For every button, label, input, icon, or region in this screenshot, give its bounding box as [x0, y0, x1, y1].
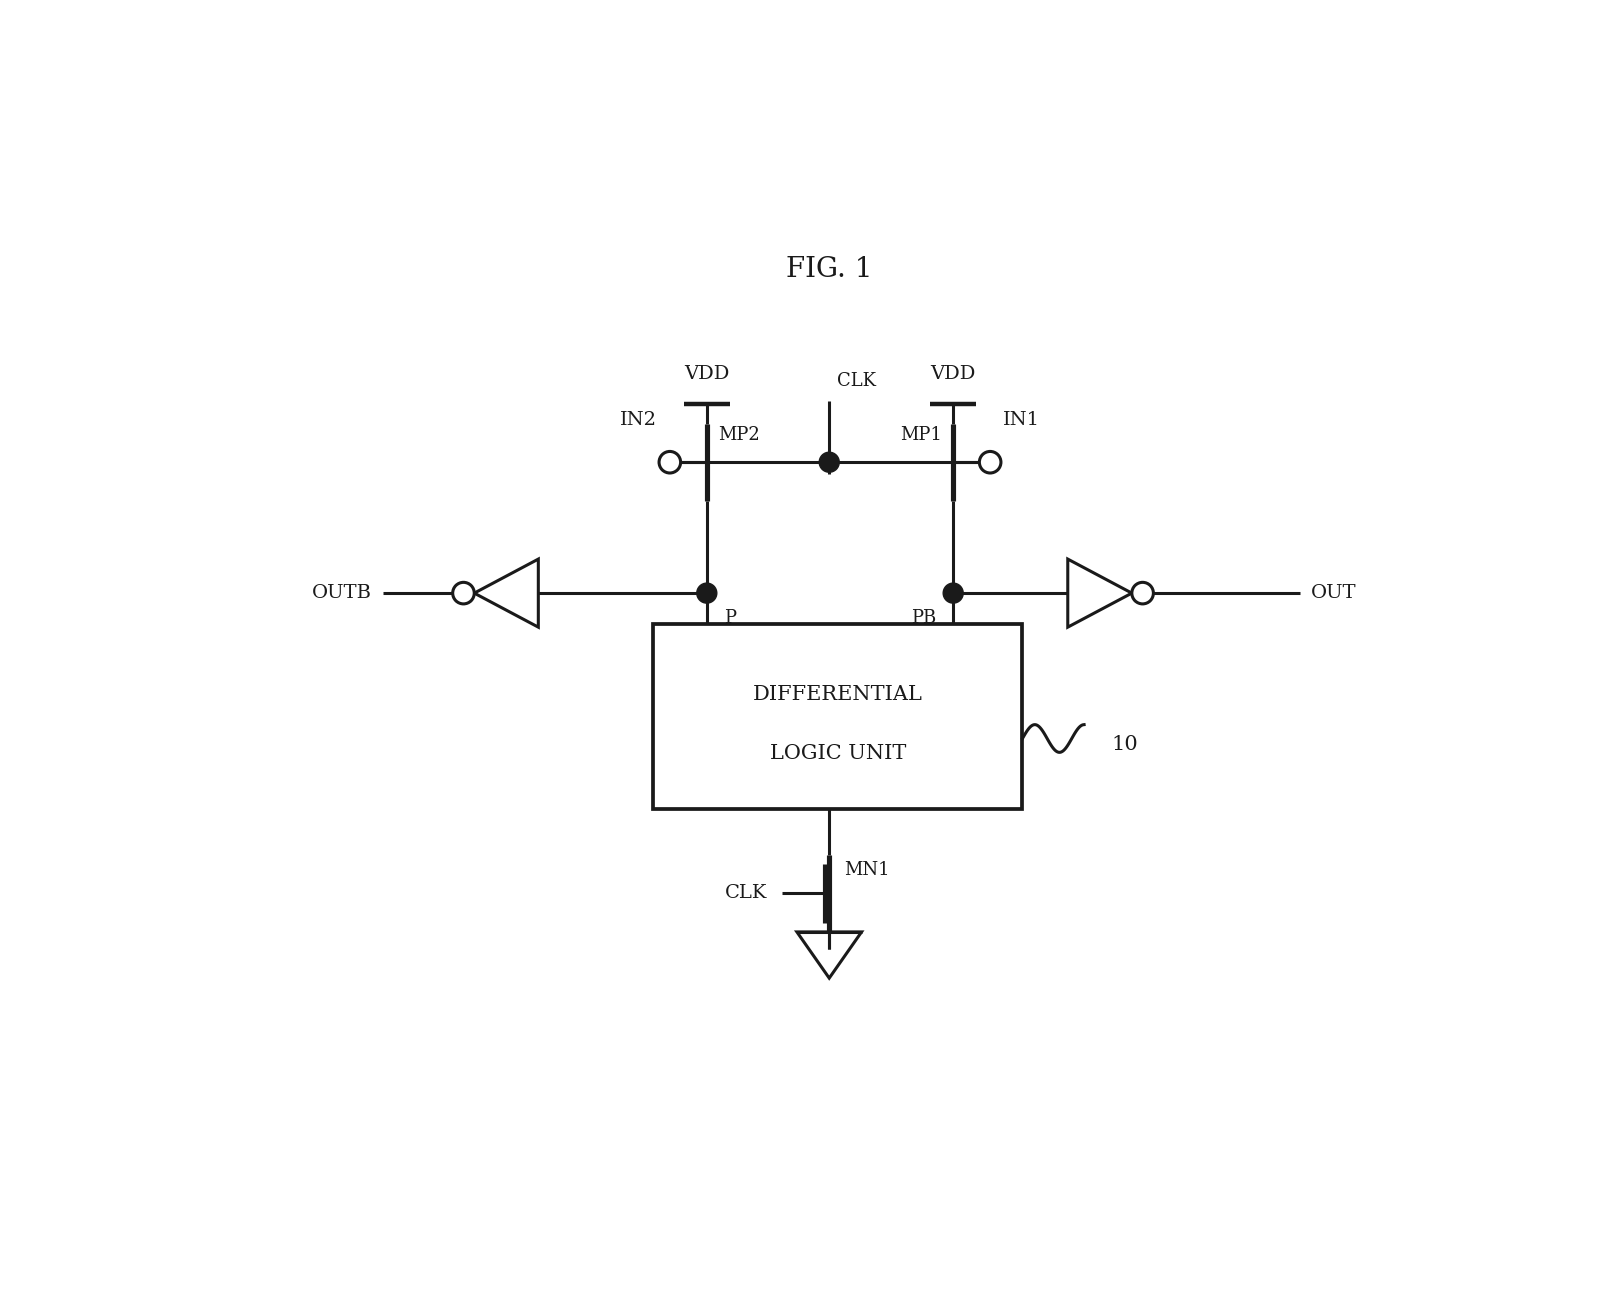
Circle shape [1133, 583, 1154, 604]
Text: P: P [723, 609, 736, 627]
Circle shape [943, 583, 963, 604]
Circle shape [697, 583, 717, 604]
Text: IN2: IN2 [620, 411, 657, 428]
Text: MN1: MN1 [845, 862, 890, 879]
Text: MP2: MP2 [718, 426, 760, 444]
Text: OUT: OUT [1311, 584, 1358, 602]
Text: MP1: MP1 [900, 426, 942, 444]
Text: DIFFERENTIAL: DIFFERENTIAL [752, 684, 922, 704]
Text: VDD: VDD [684, 365, 730, 383]
Text: IN1: IN1 [1003, 411, 1040, 428]
Text: OUTB: OUTB [312, 584, 372, 602]
Bar [654, 624, 1023, 809]
Text: PB: PB [911, 609, 937, 627]
Circle shape [979, 452, 1002, 472]
Text: CLK: CLK [725, 884, 767, 902]
Text: 10: 10 [1112, 735, 1137, 754]
Circle shape [659, 452, 681, 472]
Text: FIG. 1: FIG. 1 [786, 256, 872, 283]
Circle shape [453, 583, 474, 604]
Text: VDD: VDD [930, 365, 976, 383]
Text: CLK: CLK [837, 373, 875, 391]
Circle shape [819, 452, 840, 472]
Text: LOGIC UNIT: LOGIC UNIT [770, 744, 906, 763]
